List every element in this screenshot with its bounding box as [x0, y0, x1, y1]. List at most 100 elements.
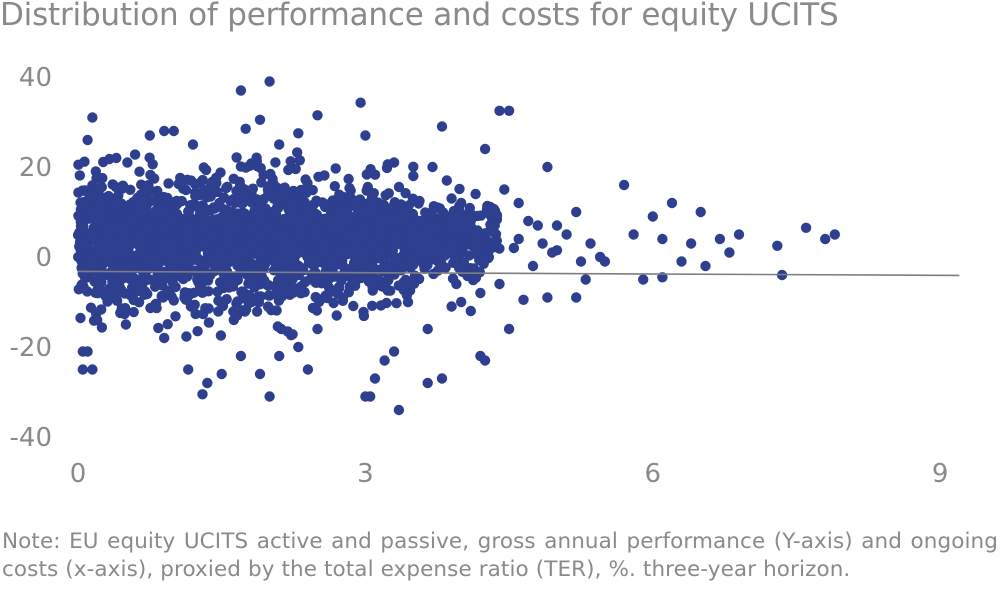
- data-point: [89, 276, 100, 287]
- data-point: [402, 296, 414, 308]
- data-point: [301, 187, 312, 198]
- data-point: [91, 249, 102, 260]
- data-point: [181, 331, 192, 342]
- data-point: [307, 302, 319, 314]
- data-point: [365, 164, 376, 175]
- y-tick-label: 40: [19, 63, 52, 93]
- data-point: [820, 233, 831, 245]
- data-point: [465, 305, 476, 317]
- data-point: [338, 205, 349, 217]
- data-point: [327, 195, 339, 206]
- data-point: [503, 323, 515, 335]
- data-point: [523, 215, 534, 227]
- data-point: [203, 317, 215, 328]
- data-point: [258, 169, 269, 181]
- data-point: [542, 161, 553, 173]
- data-point: [252, 161, 263, 172]
- data-point: [441, 175, 452, 186]
- data-point: [128, 281, 139, 292]
- data-point: [134, 166, 145, 177]
- data-point: [75, 216, 87, 227]
- data-point: [168, 295, 179, 306]
- data-point: [111, 152, 122, 164]
- data-point: [319, 170, 330, 181]
- data-point: [308, 199, 319, 210]
- data-point: [306, 242, 317, 253]
- data-point: [382, 285, 393, 296]
- data-point: [309, 208, 320, 219]
- data-point: [246, 296, 257, 308]
- data-point: [367, 300, 378, 311]
- data-point: [475, 287, 486, 299]
- data-point: [451, 278, 462, 290]
- data-point: [73, 284, 85, 295]
- data-point: [248, 240, 259, 251]
- data-point: [185, 175, 197, 186]
- data-point: [122, 157, 133, 168]
- data-point: [82, 134, 93, 146]
- data-point: [155, 279, 166, 290]
- data-point: [291, 264, 302, 276]
- data-point: [408, 170, 419, 182]
- data-point: [240, 162, 251, 173]
- data-point: [508, 242, 520, 254]
- data-point: [251, 306, 263, 317]
- data-point: [310, 291, 321, 303]
- data-point: [551, 220, 563, 231]
- data-point: [474, 249, 485, 260]
- data-point: [470, 188, 481, 200]
- data-point: [203, 286, 214, 297]
- data-point: [387, 245, 398, 256]
- data-point: [159, 125, 170, 137]
- data-point: [314, 249, 325, 260]
- data-point: [254, 114, 266, 126]
- data-point: [260, 257, 271, 269]
- data-point: [134, 200, 146, 211]
- data-point: [179, 287, 191, 298]
- data-point: [484, 244, 495, 255]
- data-point: [139, 239, 150, 251]
- data-point: [149, 217, 160, 228]
- data-point: [285, 285, 296, 297]
- data-point: [324, 282, 335, 294]
- data-point: [173, 267, 184, 279]
- data-point: [391, 298, 402, 309]
- data-point: [182, 229, 194, 240]
- data-point: [300, 276, 311, 287]
- data-point: [447, 236, 459, 247]
- data-point: [183, 206, 195, 217]
- data-point: [222, 225, 234, 236]
- data-point: [226, 251, 237, 262]
- data-point: [395, 260, 406, 271]
- data-point: [464, 202, 475, 214]
- data-point: [383, 188, 394, 199]
- data-point: [276, 195, 287, 206]
- data-point: [388, 232, 399, 243]
- data-point: [144, 152, 155, 163]
- data-point: [251, 210, 262, 222]
- data-point: [491, 235, 502, 246]
- data-point: [237, 305, 249, 316]
- data-point: [188, 219, 200, 230]
- data-point: [292, 147, 303, 158]
- data-point: [618, 179, 630, 191]
- data-point: [406, 228, 417, 239]
- data-point: [382, 266, 393, 277]
- data-point: [140, 259, 151, 270]
- data-point: [475, 350, 486, 362]
- data-point: [283, 164, 294, 176]
- data-point: [115, 307, 126, 319]
- data-point: [482, 253, 494, 264]
- data-point: [109, 234, 120, 246]
- data-point: [402, 277, 413, 289]
- data-point: [258, 203, 269, 214]
- data-point: [151, 302, 162, 314]
- data-point: [628, 229, 639, 240]
- data-point: [270, 157, 281, 168]
- data-point: [348, 300, 359, 312]
- data-point: [432, 202, 443, 213]
- data-point: [489, 220, 500, 231]
- data-point: [436, 121, 448, 132]
- data-point: [75, 312, 86, 324]
- data-point: [392, 216, 404, 227]
